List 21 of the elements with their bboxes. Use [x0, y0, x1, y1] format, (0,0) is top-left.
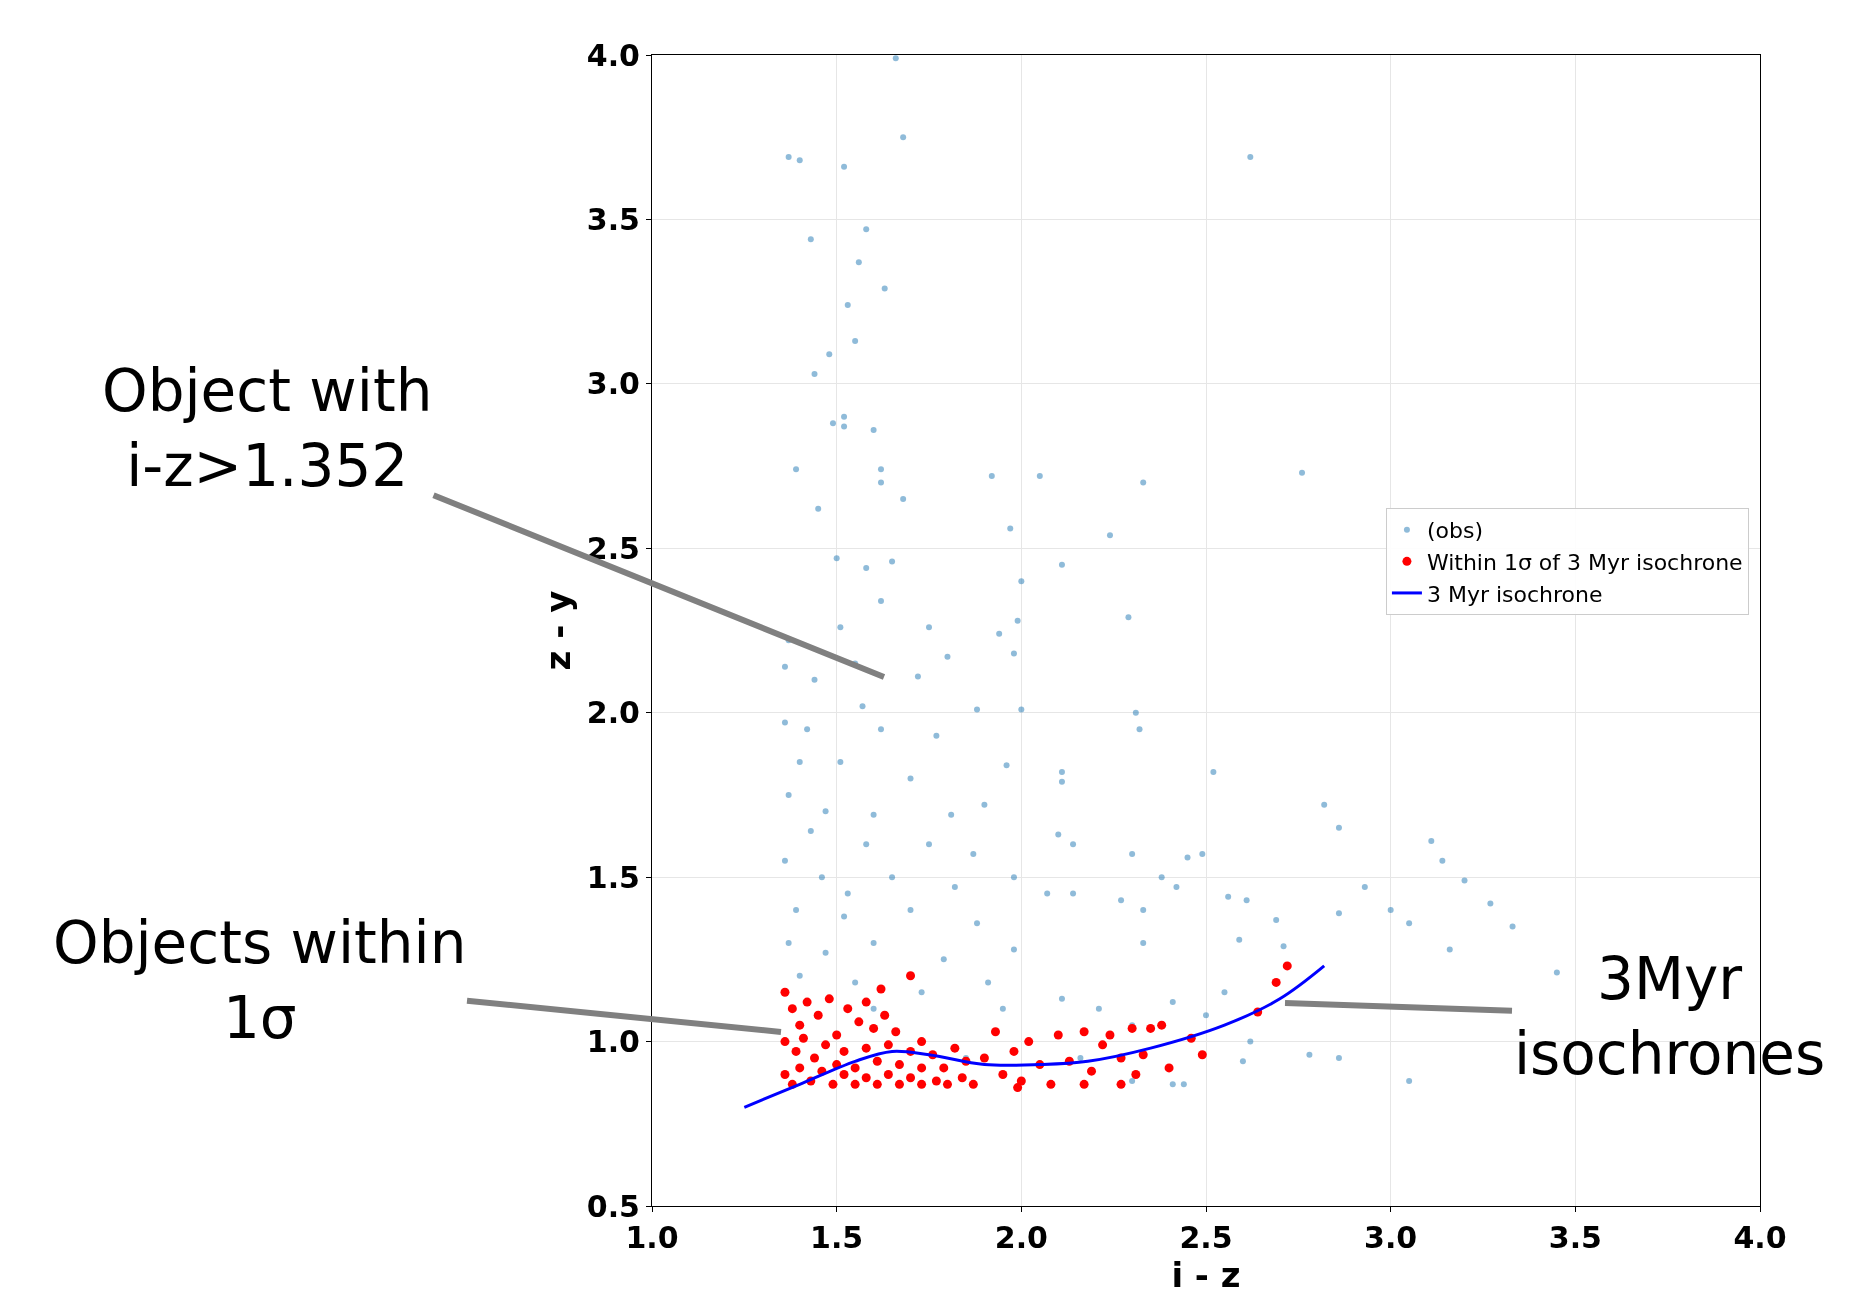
y-tick-label: 2.5: [586, 530, 640, 566]
y-tick-label: 1.0: [586, 1024, 640, 1060]
legend-label: (obs): [1426, 518, 1483, 544]
y-axis-title: z - y: [538, 590, 579, 671]
y-tick-label: 2.0: [586, 695, 640, 731]
legend-label: Within 1σ of 3 Myr isochrone: [1426, 549, 1743, 575]
y-tick-label: 3.5: [586, 201, 640, 237]
y-tick-label: 4.0: [586, 37, 640, 73]
x-axis-title: i - z: [1171, 1255, 1241, 1295]
text: Objects within 1σ: [53, 909, 467, 1053]
x-tick-label: 1.5: [810, 1220, 864, 1255]
text: Object with i-z>1.352: [102, 357, 433, 501]
y-tick-label: 3.0: [586, 366, 640, 402]
x-tick-label: 3.0: [1364, 1220, 1418, 1255]
legend-label: 3 Myr isochrone: [1426, 581, 1603, 607]
x-tick-label: 2.5: [1179, 1220, 1233, 1255]
x-tick-label: 4.0: [1733, 1220, 1787, 1255]
x-tick-label: 3.5: [1548, 1220, 1602, 1255]
x-tick-label: 2.0: [994, 1220, 1048, 1255]
line-series: [742, 964, 1326, 1109]
y-tick-label: 1.5: [586, 859, 640, 895]
